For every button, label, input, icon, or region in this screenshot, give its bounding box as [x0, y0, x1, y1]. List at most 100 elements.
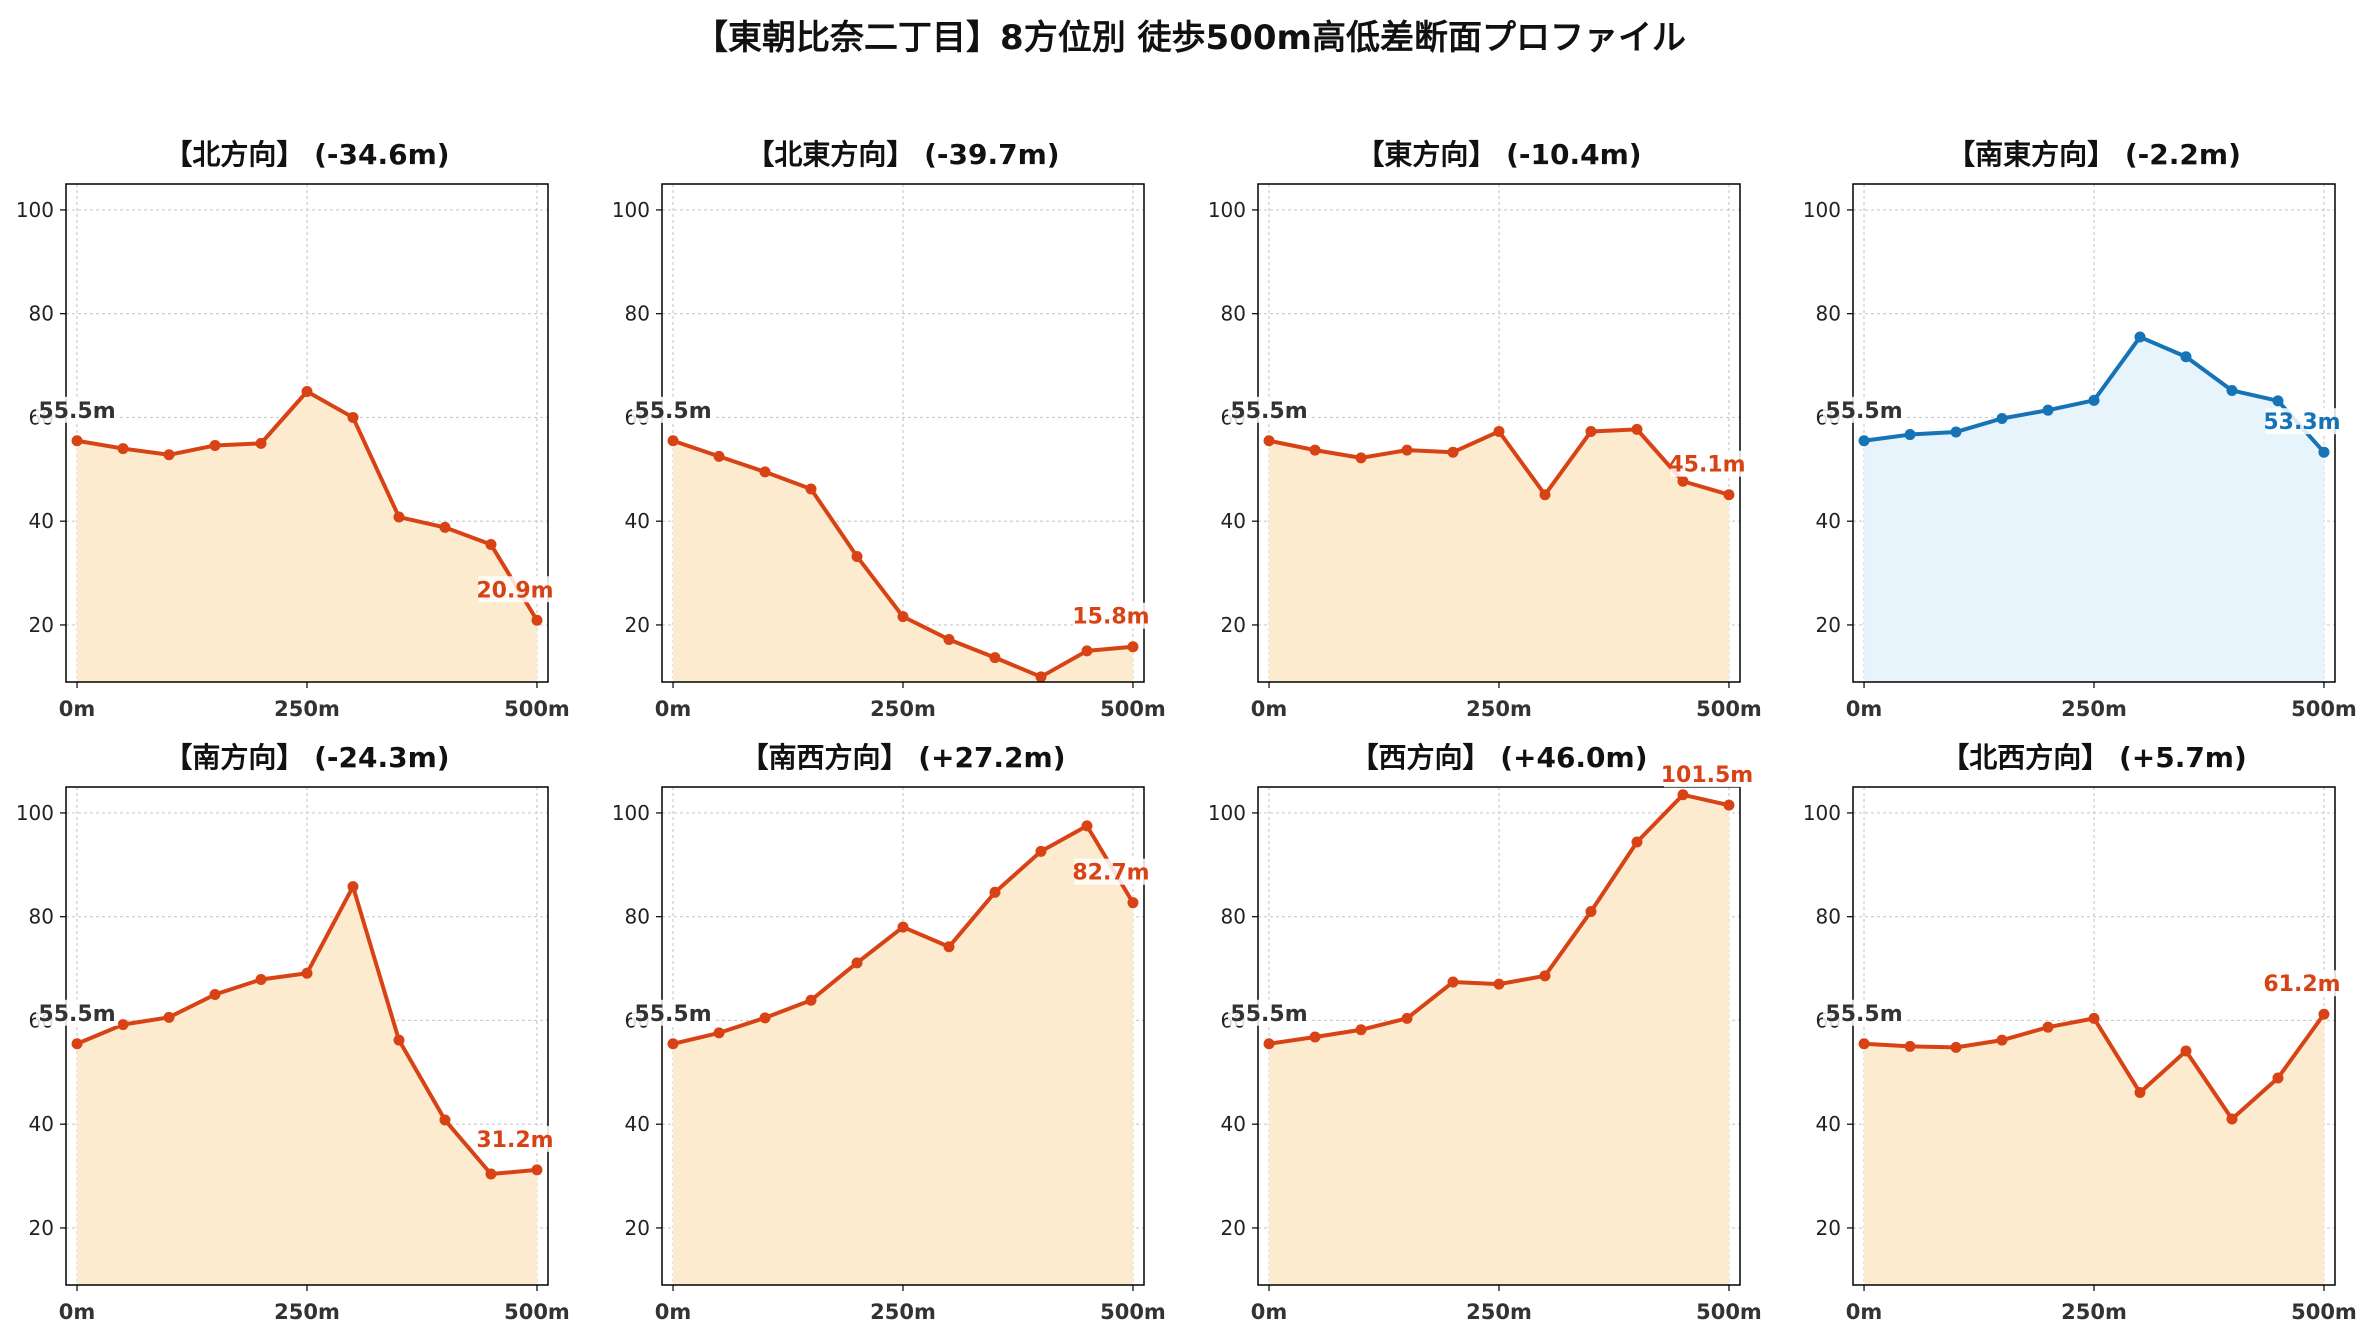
- chart-panel-3: 【南東方向】 (-2.2m)0m250m500m2040608010055.5m…: [1803, 138, 2357, 721]
- y-tick-label: 100: [1208, 801, 1246, 825]
- x-tick-label: 250m: [2061, 1300, 2127, 1324]
- axes-frame: [661, 183, 1145, 683]
- start-label-bg: [36, 999, 119, 1026]
- x-tick-label: 0m: [655, 697, 692, 721]
- y-tick-label: 20: [1816, 1216, 1841, 1240]
- elevation-point: [2042, 1021, 2054, 1033]
- chart-panel-2: 【東方向】 (-10.4m)0m250m500m2040608010055.5m…: [1208, 138, 1762, 721]
- start-elevation-label: 55.5m: [1825, 399, 1902, 424]
- end-label-bg: [1670, 450, 1744, 477]
- x-tick-label: 250m: [870, 697, 936, 721]
- x-tick-label: 500m: [2291, 1300, 2357, 1324]
- elevation-point: [897, 921, 909, 933]
- y-tick-label: 100: [1208, 198, 1246, 222]
- elevation-point: [531, 1164, 543, 1176]
- x-tick-label: 250m: [274, 697, 340, 721]
- elevation-point: [71, 435, 83, 447]
- elevation-area: [673, 440, 1133, 682]
- elevation-point: [1127, 641, 1139, 653]
- y-tick-label: 20: [1221, 1216, 1246, 1240]
- elevation-point: [2272, 395, 2284, 407]
- end-label-bg: [1074, 602, 1148, 629]
- start-elevation-label: 55.5m: [38, 1002, 115, 1027]
- start-elevation-label: 55.5m: [1230, 1002, 1307, 1027]
- elevation-area: [1864, 337, 2324, 682]
- y-tick-label: 40: [625, 1112, 650, 1136]
- y-tick-label: 100: [16, 198, 54, 222]
- x-tick-label: 0m: [655, 1300, 692, 1324]
- y-tick-label: 100: [1803, 801, 1841, 825]
- x-tick-label: 0m: [1251, 697, 1288, 721]
- start-label-bg: [632, 999, 715, 1026]
- elevation-point: [117, 1019, 129, 1031]
- start-label-bg: [1823, 999, 1906, 1026]
- x-tick-label: 500m: [1100, 697, 1166, 721]
- elevation-area: [1269, 429, 1729, 682]
- end-elevation-label: 15.8m: [1072, 605, 1149, 630]
- elevation-point: [2318, 446, 2330, 458]
- elevation-point: [117, 443, 129, 455]
- elevation-point: [943, 633, 955, 645]
- elevation-point: [1493, 425, 1505, 437]
- elevation-point: [1996, 1034, 2008, 1046]
- y-tick-label: 40: [1816, 1112, 1841, 1136]
- elevation-point: [2134, 1087, 2146, 1099]
- elevation-point: [209, 439, 221, 451]
- elevation-point: [851, 957, 863, 969]
- y-tick-label: 100: [612, 198, 650, 222]
- axes-frame: [1257, 786, 1741, 1286]
- elevation-point: [1539, 970, 1551, 982]
- elevation-point: [2088, 394, 2100, 406]
- end-elevation-label: 53.3m: [2263, 410, 2340, 435]
- elevation-point: [1858, 1038, 1870, 1050]
- elevation-point: [163, 1011, 175, 1023]
- x-tick-label: 0m: [59, 1300, 96, 1324]
- y-tick-label: 100: [612, 801, 650, 825]
- elevation-point: [1677, 475, 1689, 487]
- start-label-bg: [1823, 396, 1906, 423]
- end-label-bg: [478, 576, 552, 603]
- end-elevation-label: 61.2m: [2263, 972, 2340, 997]
- elevation-point: [163, 449, 175, 461]
- elevation-point: [2134, 331, 2146, 343]
- elevation-point: [713, 450, 725, 462]
- chart-panel-6: 【西方向】 (+46.0m)0m250m500m2040608010055.5m…: [1208, 741, 1762, 1324]
- elevation-point: [1493, 978, 1505, 990]
- elevation-point: [71, 1038, 83, 1050]
- end-label-bg: [1074, 858, 1148, 885]
- elevation-point: [485, 1168, 497, 1180]
- elevation-point: [805, 994, 817, 1006]
- end-label-bg: [2265, 970, 2339, 997]
- y-tick-label: 40: [29, 1112, 54, 1136]
- start-elevation-label: 55.5m: [1230, 399, 1307, 424]
- elevation-point: [255, 437, 267, 449]
- elevation-point: [1631, 836, 1643, 848]
- panel-title: 【北方向】 (-34.6m): [164, 138, 449, 171]
- x-tick-label: 0m: [1251, 1300, 1288, 1324]
- elevation-point: [1401, 444, 1413, 456]
- elevation-point: [851, 550, 863, 562]
- y-tick-label: 80: [29, 302, 54, 326]
- y-tick-label: 80: [1221, 905, 1246, 929]
- elevation-point: [2042, 404, 2054, 416]
- start-label-bg: [1228, 999, 1311, 1026]
- chart-panel-4: 【南方向】 (-24.3m)0m250m500m2040608010055.5m…: [16, 741, 570, 1324]
- panel-title: 【西方向】 (+46.0m): [1350, 741, 1647, 774]
- elevation-point: [209, 989, 221, 1000]
- panel-title: 【東方向】 (-10.4m): [1356, 138, 1641, 171]
- chart-panel-5: 【南西方向】 (+27.2m)0m250m500m2040608010055.5…: [612, 741, 1166, 1324]
- y-tick-label: 100: [1803, 198, 1841, 222]
- end-elevation-label: 45.1m: [1668, 453, 1745, 478]
- x-tick-label: 500m: [1696, 1300, 1762, 1324]
- y-tick-label: 40: [625, 509, 650, 533]
- chart-panel-0: 【北方向】 (-34.6m)0m250m500m2040608010055.5m…: [16, 138, 570, 721]
- y-tick-label: 80: [1816, 905, 1841, 929]
- elevation-point: [1631, 423, 1643, 435]
- elevation-point: [1447, 446, 1459, 458]
- x-tick-label: 250m: [274, 1300, 340, 1324]
- elevation-point: [439, 1114, 451, 1126]
- elevation-point: [1950, 426, 1962, 438]
- elevation-point: [1355, 452, 1367, 464]
